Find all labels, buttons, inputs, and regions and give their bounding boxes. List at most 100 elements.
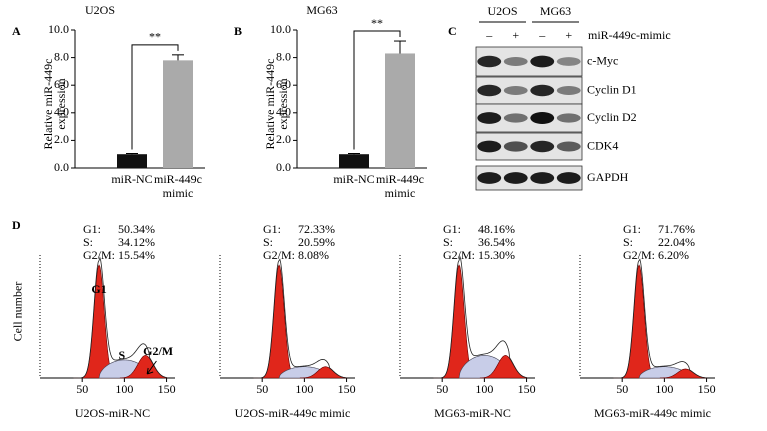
x-tick-label: 150 (698, 382, 716, 396)
histogram-name: MG63-miR-NC (434, 406, 511, 420)
y-tick-label: 10.0 (48, 22, 69, 36)
stat-label: G2/M: (263, 248, 295, 262)
blot-band (530, 172, 555, 184)
stat-value: 22.04% (658, 235, 695, 249)
x-tick-label: 100 (475, 382, 493, 396)
stat-value: 20.59% (298, 235, 335, 249)
significance-bracket (131, 44, 179, 150)
x-tick-label: 100 (655, 382, 673, 396)
y-tick-label: 0.0 (276, 160, 291, 174)
x-tick-label: 50 (76, 382, 88, 396)
stat-label: G2/M: (443, 248, 475, 262)
total-fit (253, 258, 347, 379)
protein-label: CDK4 (587, 138, 618, 152)
y-tick-label: 2.0 (276, 132, 291, 146)
blot-band (477, 140, 502, 153)
stat-label: S: (623, 235, 633, 249)
y-axis-label: Relative miR-449c expression (263, 58, 290, 150)
stat-label: G2/M: (623, 248, 655, 262)
stat-value: 36.54% (478, 235, 515, 249)
x-tick-label: 150 (518, 382, 536, 396)
total-fit (73, 256, 167, 379)
blot-band (503, 113, 528, 123)
y-tick-label: 2.0 (54, 132, 69, 146)
stat-label: S: (443, 235, 453, 249)
x-tick-label: 50 (436, 382, 448, 396)
stat-value: 6.20% (658, 248, 689, 262)
blot-band (556, 86, 581, 95)
stat-value: 71.76% (658, 222, 695, 236)
x-tick-label: miR-449c mimic (154, 172, 202, 200)
x-tick-label: 100 (295, 382, 313, 396)
protein-label: c-Myc (587, 53, 618, 67)
g1-peak (613, 264, 665, 379)
histogram-name: U2OS-miR-NC (75, 406, 150, 420)
blot-band (556, 141, 581, 152)
significance-label: ** (371, 16, 383, 30)
stat-label: G1: (443, 222, 461, 236)
significance-label: ** (149, 30, 161, 44)
stat-label: S: (263, 235, 273, 249)
x-tick-label: miR-NC (111, 172, 153, 186)
panel-letter: D (12, 218, 21, 232)
chart-title: U2OS (85, 3, 115, 17)
blot-band (530, 140, 555, 153)
stat-value: 15.54% (118, 248, 155, 262)
x-tick-label: 50 (256, 382, 268, 396)
phase-label: G2/M (143, 344, 173, 358)
cell-line-label: MG63 (540, 4, 571, 18)
panel-letter: C (448, 24, 457, 38)
y-tick-label: 4.0 (276, 105, 291, 119)
blot-band (477, 84, 502, 97)
stat-value: 34.12% (118, 235, 155, 249)
blot-band (530, 55, 555, 68)
x-tick-label: 150 (338, 382, 356, 396)
x-tick-label: 100 (115, 382, 133, 396)
bar (117, 154, 147, 168)
blot-band (556, 113, 581, 123)
stat-value: 8.08% (298, 248, 329, 262)
treatment-label: miR-449c-mimic (588, 28, 671, 42)
cell-line-label: U2OS (487, 4, 517, 18)
stat-label: G1: (623, 222, 641, 236)
y-axis-label: Relative miR-449c expression (41, 58, 68, 150)
y-tick-label: 8.0 (276, 49, 291, 63)
blot-band (477, 55, 502, 68)
y-axis-label: Cell number (10, 281, 25, 342)
stat-value: 48.16% (478, 222, 515, 236)
protein-label: Cyclin D2 (587, 110, 637, 124)
blot-band (556, 57, 581, 66)
significance-bracket (353, 30, 401, 150)
g1-peak (253, 264, 305, 379)
protein-label: Cyclin D1 (587, 82, 637, 96)
x-tick-label: miR-449c mimic (376, 172, 424, 200)
stat-label: S: (83, 235, 93, 249)
y-tick-label: 10.0 (270, 22, 291, 36)
blot-band (477, 172, 502, 184)
lane-sign: – (538, 28, 546, 42)
y-tick-label: 6.0 (276, 77, 291, 91)
y-tick-label: 6.0 (54, 77, 69, 91)
protein-label: GAPDH (587, 170, 629, 184)
bar (339, 154, 369, 168)
stat-value: 72.33% (298, 222, 335, 236)
panel-letter: B (234, 24, 242, 38)
blot-band (556, 172, 581, 184)
phase-arrow (146, 360, 157, 375)
x-tick-label: 50 (616, 382, 628, 396)
blot-band (477, 112, 502, 124)
x-tick-label: 150 (158, 382, 176, 396)
histogram-name: U2OS-miR-449c mimic (235, 406, 351, 420)
panel-letter: A (12, 24, 21, 38)
blot-band (503, 172, 528, 184)
bar (163, 60, 193, 168)
x-tick-label: miR-NC (333, 172, 375, 186)
blot-band (503, 141, 528, 152)
lane-sign: + (565, 28, 572, 42)
stat-label: G1: (83, 222, 101, 236)
phase-label: G1 (91, 282, 106, 296)
y-tick-label: 0.0 (54, 160, 69, 174)
lane-sign: – (485, 28, 493, 42)
